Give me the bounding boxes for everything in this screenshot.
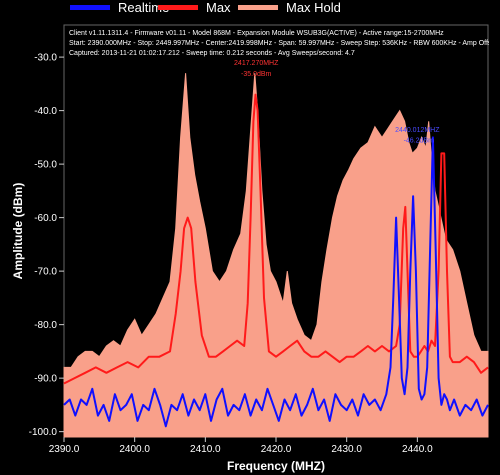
x-tick-label: 2400.0	[119, 444, 150, 455]
info-line-capture: Captured: 2013-11-21 01:02:17.212 - Swee…	[69, 50, 355, 57]
marker-annotation: -35.0dBm	[241, 71, 272, 78]
series-layer	[63, 73, 489, 438]
y-axis-title: Amplitude (dBm)	[11, 183, 25, 280]
y-tick-label: -90.0	[34, 374, 57, 385]
series-line-realtime	[63, 136, 489, 428]
y-tick-label: -100.0	[29, 427, 58, 438]
x-tick-label: 2390.0	[49, 444, 80, 455]
axis-layer: 2390.0 2400.0 2410.0 2420.0 2430.0 2440.0 -30.…	[29, 53, 433, 455]
legend-label-realtime: Realtime	[118, 0, 170, 15]
info-line-device: Client v1.11.1311.4 - Firmware v01.11 - …	[69, 30, 444, 37]
legend-item-max-hold: Max Hold	[238, 0, 341, 15]
legend-label-max: Max	[206, 0, 231, 15]
legend-swatch-realtime	[70, 4, 110, 10]
x-tick-label: 2440.0	[402, 444, 433, 455]
legend-swatch-max-hold	[238, 4, 278, 10]
marker-annotation: -46.2dBm	[404, 138, 435, 145]
y-tick-label: -40.0	[34, 106, 57, 117]
y-tick-label: -30.0	[34, 53, 57, 64]
y-tick-label: -60.0	[34, 213, 57, 224]
y-tick-label: -70.0	[34, 267, 57, 278]
legend-label-max-hold: Max Hold	[286, 0, 341, 15]
y-tick-label: -80.0	[34, 320, 57, 331]
marker-annotation: 2440.012MHZ	[395, 127, 440, 134]
legend-item-max: Max	[158, 0, 231, 15]
x-axis-title: Frequency (MHZ)	[227, 459, 325, 473]
legend-item-realtime: Realtime	[70, 0, 170, 15]
series-line-max	[63, 93, 489, 385]
info-line-range: Start: 2390.000MHz - Stop: 2449.997MHz -…	[69, 40, 489, 47]
x-tick-label: 2430.0	[331, 444, 362, 455]
x-tick-label: 2410.0	[190, 444, 221, 455]
annotation-layer: 2417.270MHZ -35.0dBm 2440.012MHZ -46.2dBm	[234, 60, 440, 145]
chart-legend: Realtime Max Max Hold	[0, 0, 500, 16]
x-tick-label: 2420.0	[261, 444, 292, 455]
y-tick-label: -50.0	[34, 160, 57, 171]
capture-info: Client v1.11.1311.4 - Firmware v01.11 - …	[69, 29, 489, 59]
legend-swatch-max	[158, 4, 198, 10]
marker-annotation: 2417.270MHZ	[234, 60, 279, 67]
